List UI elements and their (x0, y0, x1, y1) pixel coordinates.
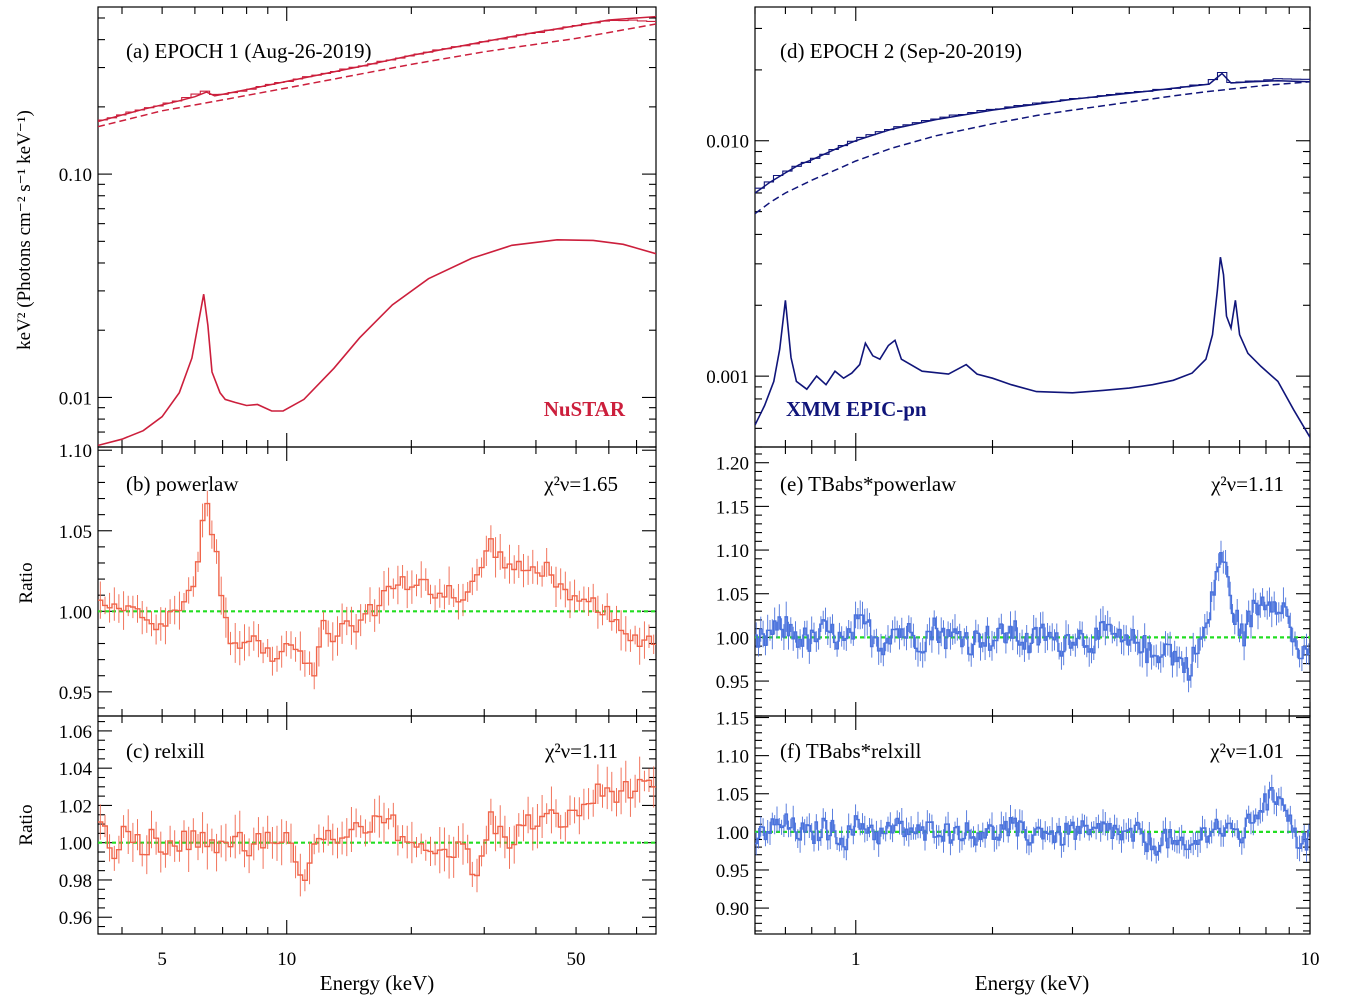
panel-e-axes: 1.20 1.15 1.10 1.05 1.00 0.95 (716, 447, 1311, 717)
panel-a-axes: 0.10 0.01 (59, 7, 656, 448)
panel-a-plot (98, 15, 656, 447)
xlabel-left: Energy (keV) (320, 971, 435, 995)
y-tick-label: 0.95 (716, 672, 749, 693)
y-tick-label: 1.20 (716, 454, 749, 475)
error-bars (99, 490, 655, 690)
y-tick-label: 0.10 (59, 165, 92, 186)
xlabel-right: Energy (keV) (975, 971, 1090, 995)
y-tick-label: 1.10 (716, 541, 749, 562)
panel-c-title: (c) relxill (126, 739, 205, 763)
y-tick-label: 1.06 (59, 722, 92, 743)
model-component-line (98, 238, 656, 447)
y-tick-label: 0.95 (716, 861, 749, 882)
panel-b: 1.10 1.05 1.00 0.95 (b) powerlaw χ²ν=1.65 R… (16, 441, 657, 717)
y-tick-label: 1.05 (716, 585, 749, 606)
y-tick-label: 1.00 (59, 834, 92, 855)
panel-d: 0.010 0.001 (d) EPOCH 2 (Sep-20-2019) XMM… (706, 6, 1311, 448)
x-tick-label: 10 (1301, 949, 1320, 970)
panel-f-chi2: χ²ν=1.01 (1209, 739, 1284, 763)
panel-e: 1.20 1.15 1.10 1.05 1.00 0.95 (e) TBabs*power… (716, 446, 1311, 717)
total-model-line (98, 15, 656, 123)
y-tick-label: 1.10 (716, 747, 749, 768)
panel-f-frame (754, 715, 1311, 935)
instrument-label-xmm: XMM EPIC-pn (786, 397, 927, 421)
panel-d-plot (755, 71, 1310, 438)
panel-a: 0.10 0.01 (a) EPOCH 1 (Aug-26-2019) NuSTA… (14, 6, 657, 448)
y-tick-label: 1.00 (59, 602, 92, 623)
ylabel-ratio-c: Ratio (16, 804, 37, 845)
instrument-label-nustar: NuSTAR (544, 397, 626, 421)
panel-f-axes: 1.15 1.10 1.05 1.00 0.95 0.90 1 10 (716, 709, 1320, 970)
panel-e-title: (e) TBabs*powerlaw (780, 472, 957, 496)
x-tick-label: 50 (567, 949, 586, 970)
ratio-histogram (98, 778, 656, 881)
y-tick-label: 0.98 (59, 871, 92, 892)
x-tick-label: 5 (157, 949, 167, 970)
panel-c-frame (97, 715, 657, 935)
panel-f-plot (755, 774, 1310, 864)
y-tick-label: 1.05 (59, 522, 92, 543)
panel-c: 1.06 1.04 1.02 1.00 0.98 0.96 5 10 50 (c) relxil… (16, 715, 657, 995)
y-tick-label: 1.15 (716, 709, 749, 730)
y-tick-label: 0.001 (706, 367, 749, 388)
ratio-histogram (755, 552, 1310, 681)
panel-f-title: (f) TBabs*relxill (780, 739, 921, 763)
y-tick-label: 1.00 (716, 823, 749, 844)
panel-a-title: (a) EPOCH 1 (Aug-26-2019) (126, 39, 372, 63)
ratio-histogram (755, 787, 1310, 856)
y-tick-label: 1.04 (59, 759, 93, 780)
error-bars (99, 756, 655, 897)
model-component-line (755, 257, 1310, 438)
y-tick-label: 0.96 (59, 908, 92, 929)
panel-f: 1.15 1.10 1.05 1.00 0.95 0.90 1 10 (f) TBabs*re… (716, 709, 1320, 995)
data-histogram (755, 71, 1310, 189)
y-tick-label: 0.01 (59, 388, 92, 409)
x-tick-label: 10 (277, 949, 296, 970)
y-tick-label: 0.010 (706, 132, 749, 153)
continuum-dashed-line (755, 81, 1310, 215)
total-model-line (755, 72, 1310, 194)
ylabel-flux-left: keV² (Photons cm⁻² s⁻¹ keV⁻¹) (14, 110, 35, 350)
panel-b-chi2: χ²ν=1.65 (543, 472, 618, 496)
y-tick-label: 1.15 (716, 497, 749, 518)
panel-d-title: (d) EPOCH 2 (Sep-20-2019) (780, 39, 1022, 63)
y-tick-label: 1.05 (716, 785, 749, 806)
y-tick-label: 1.02 (59, 796, 92, 817)
panel-a-frame (97, 6, 657, 448)
panel-c-plot (98, 756, 656, 897)
y-tick-label: 1.10 (59, 441, 92, 462)
panel-e-plot (755, 540, 1310, 693)
data-histogram (98, 19, 656, 121)
error-bars (755, 774, 1310, 864)
panel-c-chi2: χ²ν=1.11 (544, 739, 618, 763)
ratio-histogram (98, 502, 656, 677)
panel-b-plot (98, 490, 656, 690)
error-bars (755, 540, 1310, 693)
y-tick-label: 0.90 (716, 899, 749, 920)
x-tick-label: 1 (851, 949, 861, 970)
panel-b-title: (b) powerlaw (126, 472, 239, 496)
y-tick-label: 0.95 (59, 683, 92, 704)
continuum-dashed-line (98, 23, 656, 128)
y-tick-label: 1.00 (716, 628, 749, 649)
ylabel-ratio-b: Ratio (16, 562, 37, 603)
panel-e-chi2: χ²ν=1.11 (1210, 472, 1284, 496)
